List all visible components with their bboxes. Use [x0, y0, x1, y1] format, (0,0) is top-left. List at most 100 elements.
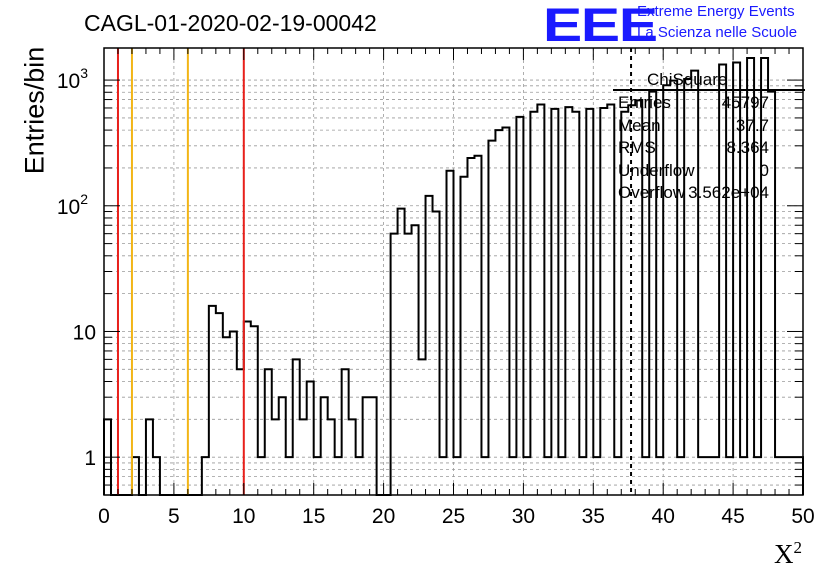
y-axis-label: Entries/bin: [19, 46, 50, 175]
histogram-bin: [677, 457, 684, 495]
histogram-bin: [502, 127, 509, 495]
histogram-bin: [230, 331, 237, 495]
stats-key: Entries: [618, 93, 671, 112]
x-tick-label: 35: [582, 505, 605, 528]
x-tick-label: 0: [98, 505, 110, 528]
stats-row-rms: RMS 8.364: [618, 138, 769, 160]
stats-title: ChiSquare: [647, 70, 728, 89]
logo-line-1: Extreme Energy Events: [637, 3, 795, 20]
histogram-bin: [258, 457, 265, 495]
histogram-bin: [363, 397, 370, 495]
histogram-bin: [586, 109, 593, 495]
histogram-outline: [103, 56, 804, 496]
histogram-bin: [558, 457, 565, 495]
logo-mark: EEE: [543, 0, 658, 51]
stats-row-mean: Mean 37.7: [618, 116, 769, 138]
histogram-bin: [293, 359, 300, 495]
stats-value: 8.364: [726, 138, 769, 157]
histogram-bin: [216, 313, 223, 495]
histogram-bin: [202, 457, 209, 495]
histogram-bin: [447, 171, 454, 495]
x-tick-label: 20: [372, 505, 395, 528]
histogram-bin: [789, 457, 796, 495]
histogram-bin: [307, 381, 314, 495]
histogram-bin: [698, 457, 705, 495]
y-tick-label: 102: [57, 191, 88, 219]
histogram-bin: [209, 306, 216, 495]
histogram-bin: [314, 457, 321, 495]
y-tick-exponent: 2: [80, 191, 88, 207]
axis-ticks: [103, 48, 804, 496]
x-tick-label: 45: [721, 505, 744, 528]
x-axis-label: X2: [774, 538, 802, 570]
histogram-bin: [579, 457, 586, 495]
y-tick-exponent: 3: [80, 65, 88, 81]
histogram-bin: [516, 117, 523, 495]
histogram-bin: [433, 212, 440, 495]
stats-key: Underflow: [618, 161, 695, 180]
histogram-bin: [349, 419, 356, 495]
stats-key: Overflow: [618, 183, 686, 202]
histogram-bin: [467, 158, 474, 495]
histogram-bin: [544, 457, 551, 495]
histogram-bin: [440, 457, 447, 495]
histogram-bin: [572, 112, 579, 495]
histogram-bin: [523, 457, 530, 495]
histogram-bin: [775, 457, 782, 495]
histogram-bin: [593, 457, 600, 495]
histogram-bin: [237, 369, 244, 495]
y-tick-label: 10: [73, 321, 96, 344]
histogram-bin: [474, 156, 481, 495]
histogram-bin: [481, 457, 488, 495]
histogram-bin: [132, 457, 139, 495]
histogram-bin: [712, 457, 719, 495]
stats-row-entries: Entries 45797: [618, 93, 769, 115]
x-tick-label: 25: [442, 505, 465, 528]
histogram-bin: [705, 457, 712, 495]
histogram-bin: [565, 107, 572, 495]
histogram-bin: [614, 457, 621, 495]
histogram-bin: [405, 234, 412, 495]
histogram-bin: [454, 457, 461, 495]
chart-title: CAGL-01-2020-02-19-00042: [84, 10, 377, 36]
stats-row-overflow: Overflow 3.562e+04: [618, 183, 769, 205]
histogram-bin: [530, 112, 537, 495]
histogram-bin: [419, 359, 426, 495]
stats-box: ChiSquare Entries 45797 Mean 37.7 RMS 8.…: [613, 68, 805, 208]
x-tick-label: 40: [652, 505, 675, 528]
histogram-bin: [398, 209, 405, 495]
histogram-bin: [279, 397, 286, 495]
histogram-bin: [537, 104, 544, 495]
histogram-bin: [460, 177, 467, 495]
histogram-bin: [754, 457, 761, 495]
histogram-bin: [426, 196, 433, 495]
histogram-bin: [370, 397, 377, 495]
y-tick-label: 1: [84, 447, 96, 470]
histogram-bin: [656, 457, 663, 495]
histogram-bin: [726, 457, 733, 495]
histogram-bin: [251, 326, 258, 495]
histogram-bin: [335, 457, 342, 495]
y-tick-label: 103: [57, 65, 88, 93]
x-tick-label: 15: [302, 505, 325, 528]
histogram-bin: [244, 322, 251, 495]
stats-row-underflow: Underflow 0: [618, 161, 769, 183]
histogram-bin: [642, 457, 649, 495]
histogram-bin: [509, 457, 516, 495]
histogram-bin: [551, 109, 558, 495]
logo-line-2: La Scienza nelle Scuole: [637, 24, 798, 41]
stats-key: RMS: [618, 138, 656, 157]
histogram-bin: [321, 397, 328, 495]
histogram-bin: [782, 457, 789, 495]
x-tick-label: 50: [791, 505, 814, 528]
histogram-bin: [223, 337, 230, 495]
stats-value: 3.562e+04: [688, 183, 769, 202]
stats-value: 0: [759, 161, 769, 180]
x-axis-label-base: X: [774, 539, 794, 569]
stats-value: 45797: [721, 93, 769, 112]
histogram-bin: [146, 419, 153, 495]
histogram-bin: [412, 225, 419, 495]
reference-lines: [116, 48, 633, 495]
